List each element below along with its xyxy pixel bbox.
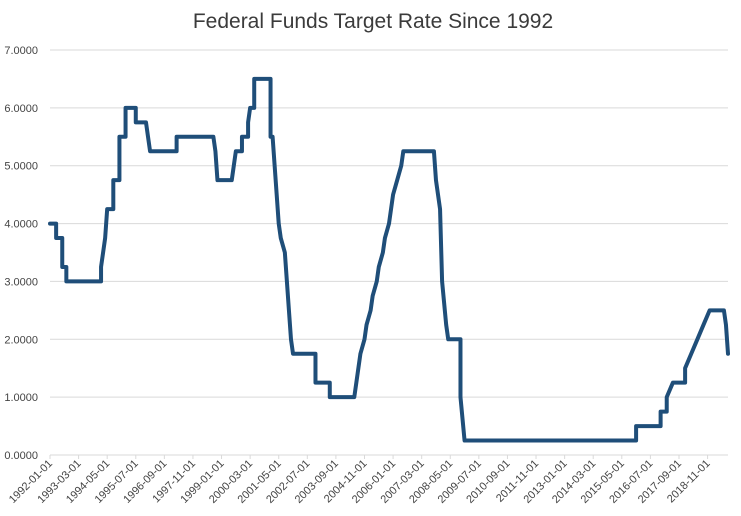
x-axis-ticks: 1992-01-011993-03-011994-05-011995-07-01… xyxy=(7,455,713,506)
y-tick-label: 1.0000 xyxy=(4,392,38,404)
chart-title: Federal Funds Target Rate Since 1992 xyxy=(193,10,553,33)
plot-area xyxy=(48,76,730,443)
y-tick-label: 6.0000 xyxy=(4,103,38,115)
y-axis-ticks: 0.0000 1.0000 2.0000 3.0000 4.0000 5.0000 6.00… xyxy=(4,45,38,462)
series-line xyxy=(48,76,730,443)
gridlines xyxy=(50,49,728,456)
y-tick-label: 5.0000 xyxy=(4,161,38,173)
y-tick-label: 0.0000 xyxy=(4,450,38,462)
y-tick-label: 3.0000 xyxy=(4,276,38,288)
y-tick-label: 2.0000 xyxy=(4,334,38,346)
y-tick-label: 7.0000 xyxy=(4,45,38,57)
y-tick-label: 4.0000 xyxy=(4,219,38,231)
